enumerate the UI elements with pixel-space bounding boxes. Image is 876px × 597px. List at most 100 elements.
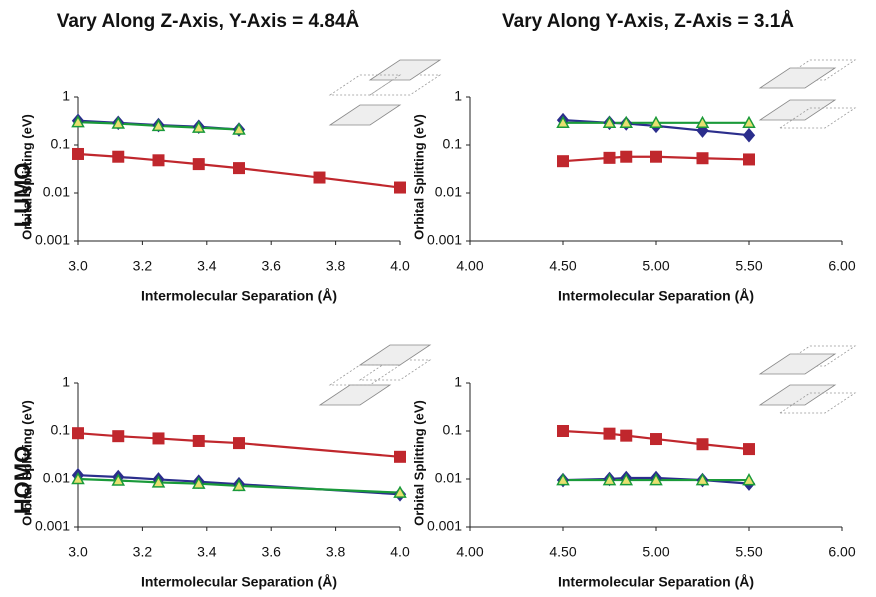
marker [556, 115, 570, 129]
marker [152, 154, 165, 167]
y-tick-label: 1 [454, 374, 462, 390]
y-tick-label: 0.1 [51, 422, 71, 438]
marker [72, 147, 84, 160]
marker [742, 115, 756, 129]
marker [191, 120, 206, 133]
x-tick-label: 4.50 [549, 544, 576, 560]
y-axis-label: Orbital Splitting (eV) [411, 400, 426, 526]
y-tick-label: 0.001 [427, 518, 462, 534]
x-axis-label: Intermolecular Separation (Å) [141, 574, 337, 590]
x-tick-label: 3.2 [133, 544, 153, 560]
marker [743, 153, 755, 166]
marker [695, 115, 710, 129]
inset [318, 344, 432, 406]
marker [232, 478, 246, 492]
x-tick-label: 3.0 [68, 544, 88, 560]
y-tick-label: 1 [62, 374, 70, 390]
x-tick-label: 4.50 [549, 258, 576, 274]
y-tick-label: 0.01 [43, 470, 70, 486]
x-tick-label: 3.8 [326, 258, 346, 274]
marker [152, 432, 165, 445]
marker [649, 473, 663, 486]
marker [602, 473, 617, 486]
marker [742, 473, 756, 486]
marker [71, 471, 85, 485]
marker [695, 473, 710, 486]
x-tick-label: 4.0 [390, 544, 410, 560]
marker [650, 150, 662, 163]
marker [112, 150, 125, 163]
marker [151, 475, 166, 488]
x-axis-label: Intermolecular Separation (Å) [558, 574, 754, 590]
marker [112, 430, 125, 443]
inset [758, 345, 857, 414]
y-axis-label: Orbital Splitting (eV) [19, 400, 34, 526]
marker [556, 473, 570, 486]
x-axis-label: Intermolecular Separation (Å) [141, 288, 337, 304]
marker [192, 434, 205, 447]
y-tick-label: 0.01 [435, 184, 462, 200]
marker [603, 151, 616, 164]
inset [758, 59, 857, 129]
marker [557, 155, 569, 168]
x-tick-label: 5.00 [642, 258, 669, 274]
marker [151, 118, 166, 132]
column-title: Vary Along Y-Axis, Z-Axis = 3.1Å [502, 11, 794, 32]
marker [743, 443, 755, 456]
marker [111, 473, 126, 486]
y-tick-label: 0.1 [443, 422, 463, 438]
y-tick-label: 0.01 [435, 470, 462, 486]
marker [192, 158, 205, 171]
marker [603, 427, 616, 440]
x-tick-label: 5.00 [642, 544, 669, 560]
x-tick-label: 5.50 [735, 258, 762, 274]
x-tick-label: 5.50 [735, 544, 762, 560]
x-tick-label: 6.00 [828, 544, 855, 560]
x-tick-label: 4.00 [456, 258, 483, 274]
y-tick-label: 0.001 [427, 232, 462, 248]
marker [696, 152, 709, 165]
series-line [562, 155, 750, 163]
marker [393, 485, 407, 498]
x-tick-label: 3.4 [197, 258, 217, 274]
marker [394, 450, 406, 463]
marker [619, 473, 634, 486]
marker [742, 127, 756, 143]
marker [696, 123, 709, 138]
y-tick-label: 0.1 [51, 136, 71, 152]
marker [313, 171, 326, 184]
marker [602, 115, 617, 129]
marker [649, 115, 663, 129]
x-tick-label: 3.4 [197, 544, 217, 560]
x-tick-label: 3.2 [133, 258, 153, 274]
x-tick-label: 6.00 [828, 258, 855, 274]
y-tick-label: 1 [454, 88, 462, 104]
y-tick-label: 0.001 [35, 518, 70, 534]
marker [696, 438, 709, 451]
x-tick-label: 3.6 [261, 258, 281, 274]
column-title: Vary Along Z-Axis, Y-Axis = 4.84Å [57, 11, 360, 32]
marker [71, 115, 85, 128]
marker [72, 427, 84, 440]
row-label: HOMO [10, 446, 35, 514]
x-tick-label: 3.8 [326, 544, 346, 560]
x-axis-label: Intermolecular Separation (Å) [558, 288, 754, 304]
marker [233, 437, 245, 450]
marker [233, 162, 245, 175]
x-tick-label: 3.0 [68, 258, 88, 274]
marker [191, 476, 206, 489]
row-label: LUMO [10, 163, 35, 228]
y-tick-label: 0.001 [35, 232, 70, 248]
y-tick-label: 1 [62, 88, 70, 104]
marker [620, 150, 633, 163]
marker [619, 115, 634, 129]
series-line [77, 474, 401, 496]
marker [620, 429, 633, 442]
marker [394, 181, 406, 194]
series-line [562, 429, 750, 451]
series-line [77, 432, 401, 458]
x-tick-label: 4.00 [456, 544, 483, 560]
y-tick-label: 0.01 [43, 184, 70, 200]
marker [111, 116, 126, 129]
